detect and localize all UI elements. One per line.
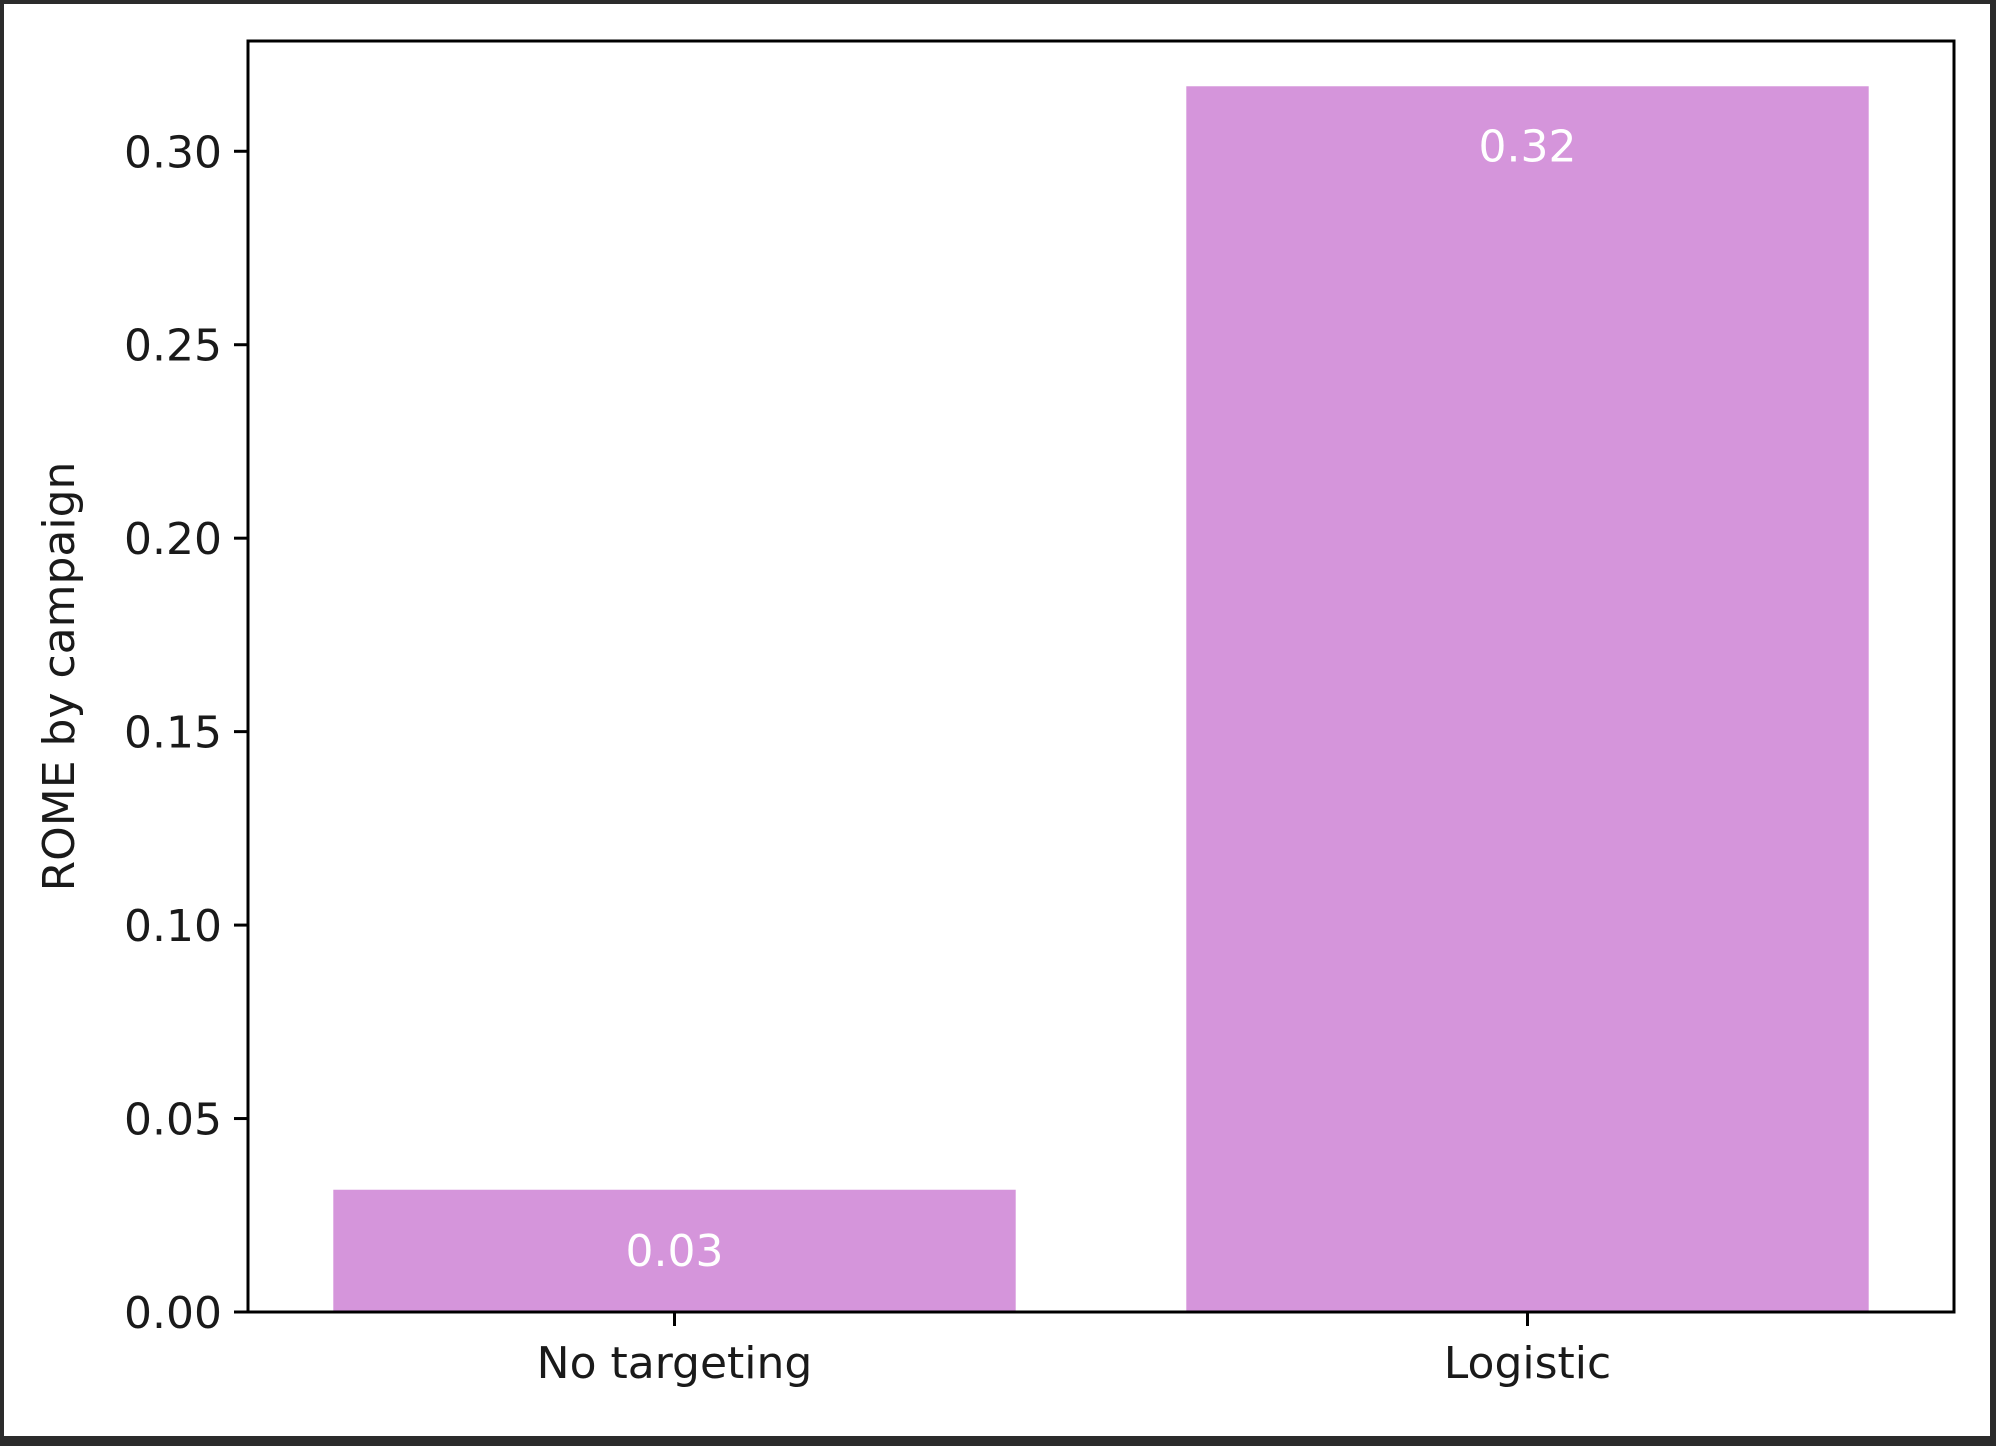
x-tick-label: No targeting: [537, 1338, 813, 1389]
figure-canvas: 0.03 0.32 0.00 0.05 0.10 0.15 0.20 0.25 0.30 No…: [4, 4, 1990, 1436]
data-labels-group: 0.03 0.32: [626, 121, 1577, 1277]
y-tick-label: 0.20: [124, 514, 222, 565]
data-label: 0.03: [626, 1226, 724, 1277]
y-tick-label: 0.15: [124, 708, 222, 759]
bar-logistic: [1186, 86, 1869, 1312]
bar-chart: 0.03 0.32 0.00 0.05 0.10 0.15 0.20 0.25 0.30 No…: [34, 39, 1956, 1389]
data-label: 0.32: [1479, 121, 1577, 172]
y-tick-label: 0.10: [124, 901, 222, 952]
y-axis: 0.00 0.05 0.10 0.15 0.20 0.25 0.30: [124, 127, 248, 1339]
x-axis: No targeting Logistic: [537, 1312, 1611, 1389]
y-tick-label: 0.05: [124, 1095, 222, 1146]
y-tick-label: 0.30: [124, 127, 222, 178]
plot-frame: [246, 39, 1956, 1314]
y-tick-label: 0.00: [124, 1288, 222, 1339]
x-tick-label: Logistic: [1444, 1338, 1611, 1389]
bar-no-targeting: [333, 1189, 1016, 1312]
y-tick-label: 0.25: [124, 321, 222, 372]
bars-group: [333, 86, 1869, 1312]
y-axis-title: ROME by campaign: [34, 462, 85, 892]
